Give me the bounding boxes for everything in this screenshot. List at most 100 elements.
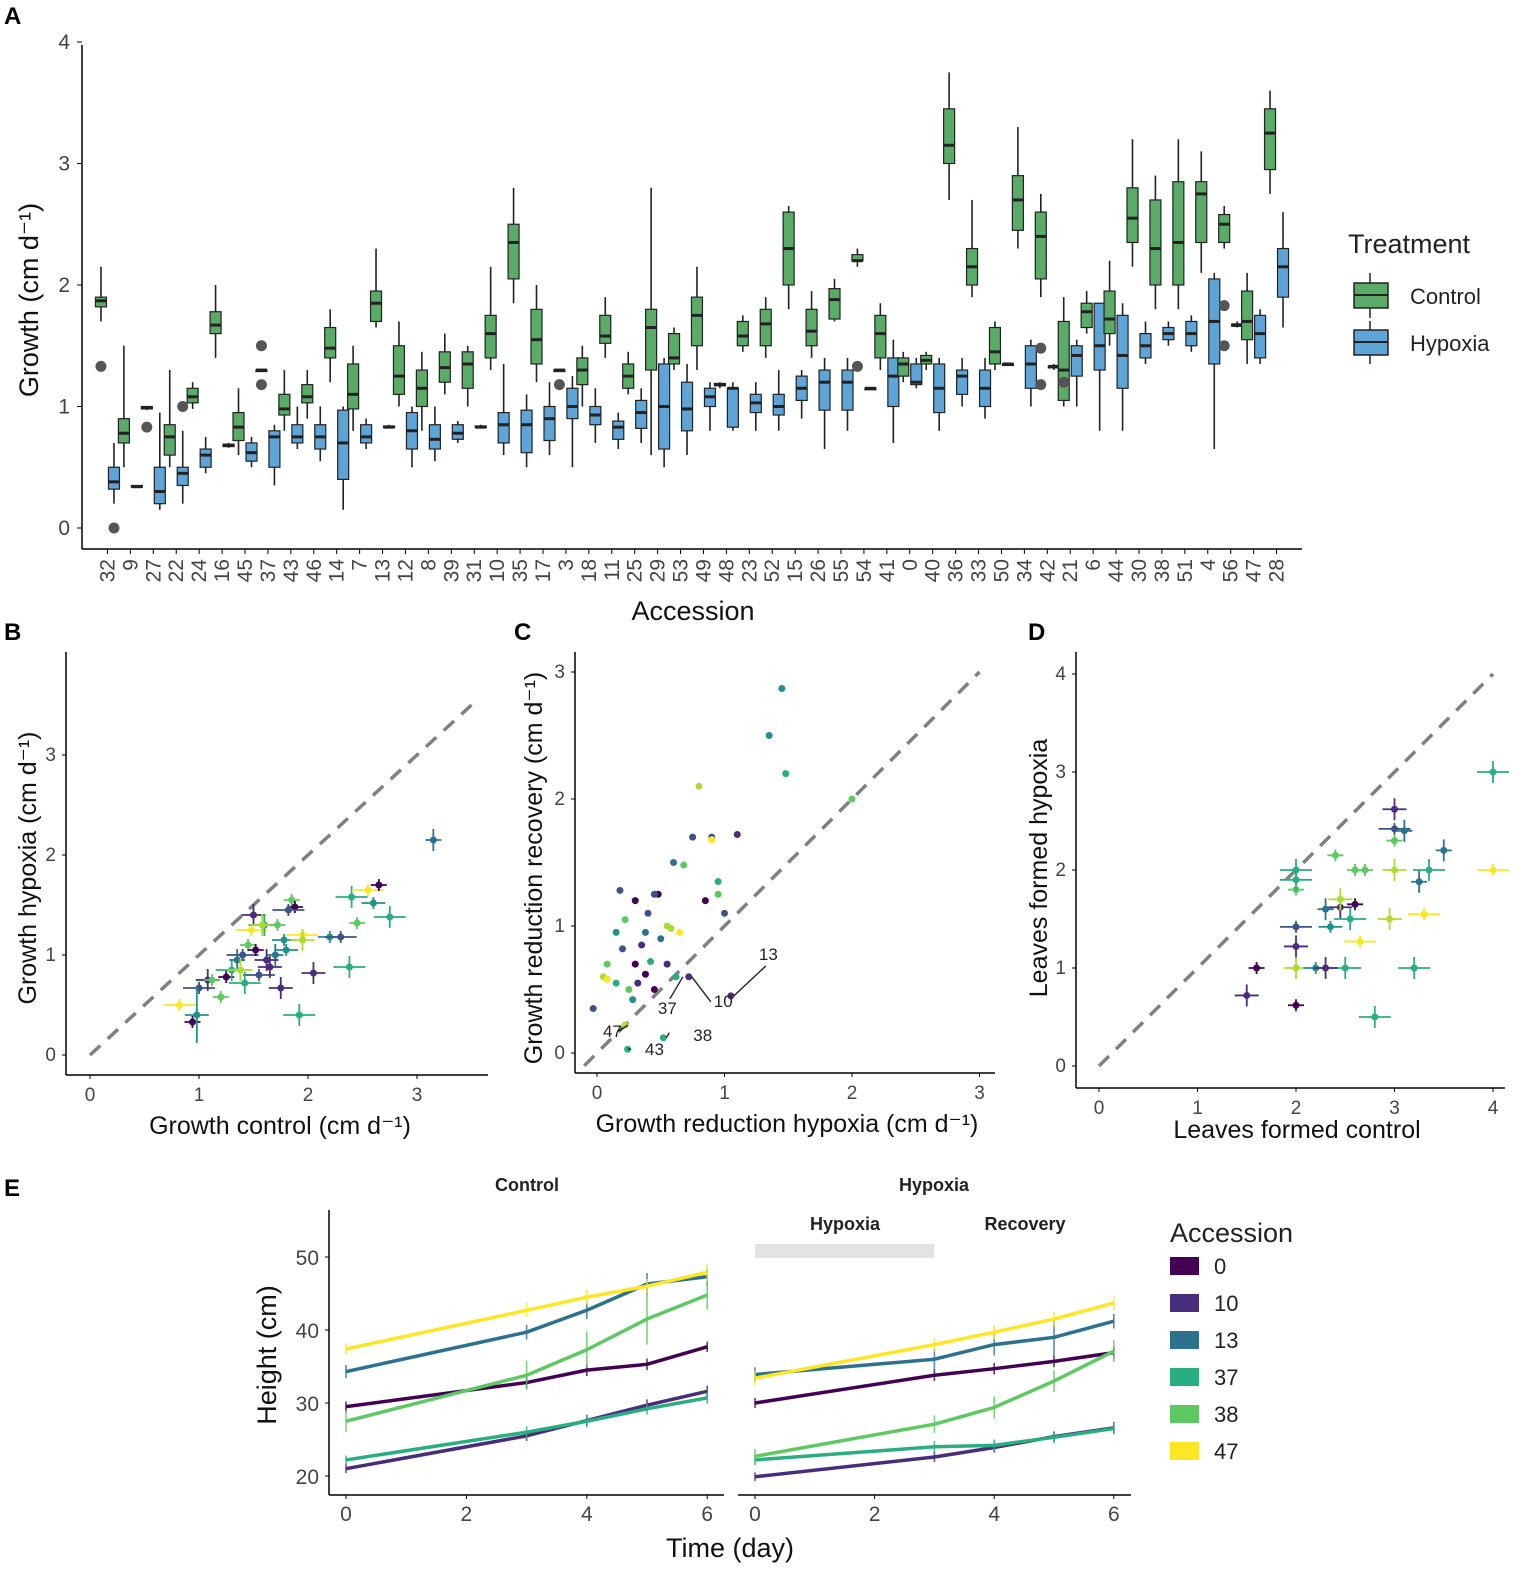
panel-a-x-tick-label: 24 xyxy=(188,559,211,583)
panel-b-data-point xyxy=(282,946,290,954)
series-0-hypoxia-line xyxy=(754,1350,1115,1405)
panel-c-annotation-label: 47 xyxy=(603,1022,622,1041)
panel-d-data-point xyxy=(1351,900,1359,908)
box-hypoxia xyxy=(1276,247,1290,298)
panel-b-data-point xyxy=(252,946,260,954)
phase-label-hypoxia: Hypoxia xyxy=(810,1214,881,1234)
panel-e-y-tick-label: 20 xyxy=(296,1466,319,1489)
panel-a-x-tick-label: 13 xyxy=(372,559,395,582)
legend-key-accession-10 xyxy=(1170,1294,1199,1312)
panel-b-data-point xyxy=(337,933,345,941)
panel-c-data-point xyxy=(621,1021,629,1029)
box-hypoxia xyxy=(291,424,304,444)
panel-a-x-tick-label: 10 xyxy=(486,559,509,582)
box-outlier-point xyxy=(108,522,120,534)
panel-d-data-point xyxy=(1292,964,1300,972)
panel-a-y-title: Growth (cm d⁻¹) xyxy=(14,203,44,397)
panel-b-data-point xyxy=(369,899,377,907)
panel-b-plot: 0 1 2 3 0 1 2 3 xyxy=(45,652,488,1106)
panel-b-data-point xyxy=(386,913,394,921)
panel-d-y-tick-label: 1 xyxy=(1055,958,1066,979)
panel-c-annotation-leader xyxy=(665,1032,670,1039)
box-control xyxy=(484,314,497,359)
panel-c-data-point xyxy=(641,928,649,936)
panel-c-data-point xyxy=(631,960,639,968)
panel-d-y-tick-label: 3 xyxy=(1055,762,1066,783)
box-hypoxia xyxy=(360,424,373,444)
legend-label-hypoxia: Hypoxia xyxy=(1410,331,1490,356)
panel-a-x-tick-label: 32 xyxy=(96,559,119,582)
panel-c-data-point xyxy=(657,935,665,943)
panel-b-data-point xyxy=(291,903,299,911)
panel-a-y-tick-label: 1 xyxy=(58,396,70,419)
panel-b-y-tick-label: 3 xyxy=(45,745,56,766)
box-control xyxy=(209,311,222,335)
box-hypoxia xyxy=(680,381,694,432)
panel-c-data-point xyxy=(589,1005,597,1013)
panel-a-x-tick-label: 35 xyxy=(509,559,532,582)
panel-letter-b: B xyxy=(4,619,21,646)
panel-a-x-tick-label: 11 xyxy=(601,559,624,581)
facet-label-hypoxia: Hypoxia xyxy=(899,1175,970,1195)
panel-c-data-point xyxy=(676,928,684,936)
panel-b-y-tick-label: 0 xyxy=(45,1045,56,1066)
legend-title-accession: Accession xyxy=(1170,1218,1293,1248)
box-control xyxy=(530,308,543,365)
panel-a-x-tick-label: 7 xyxy=(349,559,372,571)
panel-d-y-tick-label: 2 xyxy=(1055,860,1066,881)
panel-a-x-tick-label: 22 xyxy=(165,559,188,582)
panel-c-annotation-leader xyxy=(691,976,712,1003)
panel-d-data-point xyxy=(1351,866,1359,874)
panel-c-data-point xyxy=(625,986,633,993)
panel-c-data-point xyxy=(624,1045,632,1053)
panel-letter-e: E xyxy=(4,1175,20,1202)
box-hypoxia xyxy=(107,466,121,490)
box-outlier-point xyxy=(553,379,565,391)
legend-label-accession-13: 13 xyxy=(1214,1328,1238,1353)
panel-b-data-point xyxy=(429,836,437,844)
panel-a-x-tick-label: 21 xyxy=(1059,559,1082,582)
panel-e-plot: 20 30 40 50 0 2 4 6 0 2 4 6 xyxy=(296,1210,1131,1526)
panel-a-x-tick-label: 49 xyxy=(692,559,715,582)
panel-e-y-tick-label: 50 xyxy=(296,1247,319,1270)
box-control xyxy=(369,290,383,323)
panel-letter-d: D xyxy=(1028,619,1045,646)
legend-key-control xyxy=(1353,273,1389,318)
panel-a-x-tick-label: 14 xyxy=(326,559,349,583)
panel-c-data-point xyxy=(612,979,620,987)
panel-a-x-tick-label: 52 xyxy=(761,559,784,582)
box-hypoxia xyxy=(497,411,510,444)
box-outlier-point xyxy=(1218,340,1230,352)
panel-d-data-point xyxy=(1346,915,1354,923)
box-control xyxy=(392,345,406,395)
legend-label-accession-10: 10 xyxy=(1214,1291,1238,1316)
panel-a-x-tick-label: 33 xyxy=(968,559,991,582)
panel-a-x-tick-label: 39 xyxy=(440,559,463,582)
box-control xyxy=(805,308,818,347)
box-control xyxy=(1241,290,1254,341)
panel-c-data-point xyxy=(765,732,773,739)
panel-a-x-tick-label: 36 xyxy=(945,559,968,582)
panel-a-x-tick-label: 3 xyxy=(555,559,578,571)
panel-a-y-tick-label: 4 xyxy=(58,31,70,54)
panel-c-data-point xyxy=(641,970,649,978)
panel-e-hypoxia-x-tick-label: 6 xyxy=(1108,1503,1120,1526)
panel-d-x-tick-label: 4 xyxy=(1488,1098,1499,1119)
legend-key-accession-13 xyxy=(1170,1331,1199,1349)
legend-label-accession-37: 37 xyxy=(1214,1365,1238,1390)
panel-b-data-point xyxy=(222,973,230,981)
legend-title-treatment: Treatment xyxy=(1348,229,1471,259)
panel-d-data-point xyxy=(1356,938,1364,946)
panel-b-data-point xyxy=(255,971,263,979)
panel-d-x-tick-label: 1 xyxy=(1192,1098,1203,1119)
panel-b-x-tick-label: 3 xyxy=(412,1085,423,1106)
panel-a-x-tick-label: 16 xyxy=(211,559,234,582)
box-outlier-point xyxy=(255,379,267,391)
panel-c-data-point xyxy=(782,770,790,778)
box-control xyxy=(828,288,841,320)
panel-b-x-tick-label: 0 xyxy=(85,1085,96,1106)
legend-label-control: Control xyxy=(1410,284,1481,309)
series-37-hypoxia-line xyxy=(754,1426,1115,1462)
panel-a-x-tick-label: 54 xyxy=(853,559,876,583)
